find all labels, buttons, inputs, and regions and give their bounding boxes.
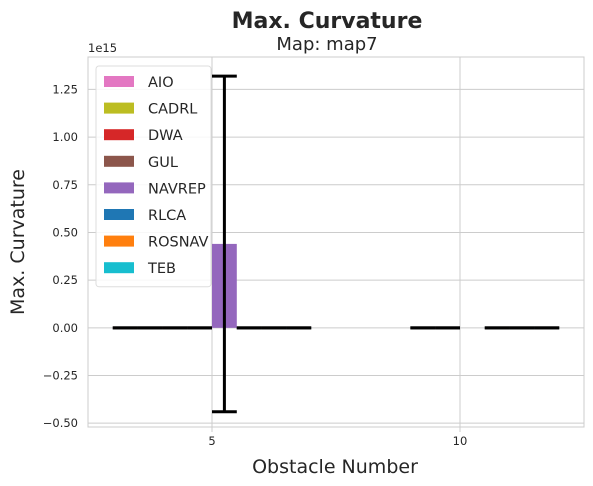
legend-label-cadrl: CADRL <box>148 102 197 118</box>
legend-label-rosnav: ROSNAV <box>148 235 209 251</box>
legend-swatch-navrep <box>104 182 134 194</box>
y-tick-label: 0.00 <box>52 321 78 335</box>
legend-swatch-aio <box>104 76 134 87</box>
legend-swatch-rlca <box>104 209 134 220</box>
y-tick-label: 1.25 <box>52 82 78 96</box>
legend-label-dwa: DWA <box>148 128 183 144</box>
y-tick-label: 1.00 <box>52 130 78 144</box>
x-tick-label: 10 <box>453 434 468 448</box>
y-tick-label: 0.25 <box>52 273 78 287</box>
plot-frame <box>87 56 585 428</box>
legend-label-aio: AIO <box>148 75 174 91</box>
y-tick-label: −0.50 <box>43 416 78 430</box>
y-tick-label: 0.50 <box>52 225 78 239</box>
chart-title: Max. Curvature <box>232 9 423 34</box>
y-tick-label: 0.75 <box>52 178 78 192</box>
chart-subtitle: Map: map7 <box>276 34 377 55</box>
legend-swatch-gul <box>104 155 134 167</box>
legend-swatch-rosnav <box>104 235 134 247</box>
legend-box <box>95 65 212 288</box>
y-offset-label: 1e15 <box>88 41 117 55</box>
legend-swatch-dwa <box>104 129 134 141</box>
legend-label-navrep: NAVREP <box>148 181 206 197</box>
legend: AIO CADRL DWA GUL NAVREP RLCA ROSNAV TEB <box>95 65 212 288</box>
legend-swatch-cadrl <box>104 102 134 114</box>
legend-label-rlca: RLCA <box>148 208 186 224</box>
x-tick-label: 5 <box>208 434 215 448</box>
y-axis-label: Max. Curvature <box>7 169 29 315</box>
legend-swatch-teb <box>104 262 134 274</box>
y-tick-label: −0.25 <box>43 369 78 383</box>
x-axis-label: Obstacle Number <box>252 456 418 478</box>
legend-label-gul: GUL <box>148 155 178 171</box>
legend-label-teb: TEB <box>147 261 176 277</box>
